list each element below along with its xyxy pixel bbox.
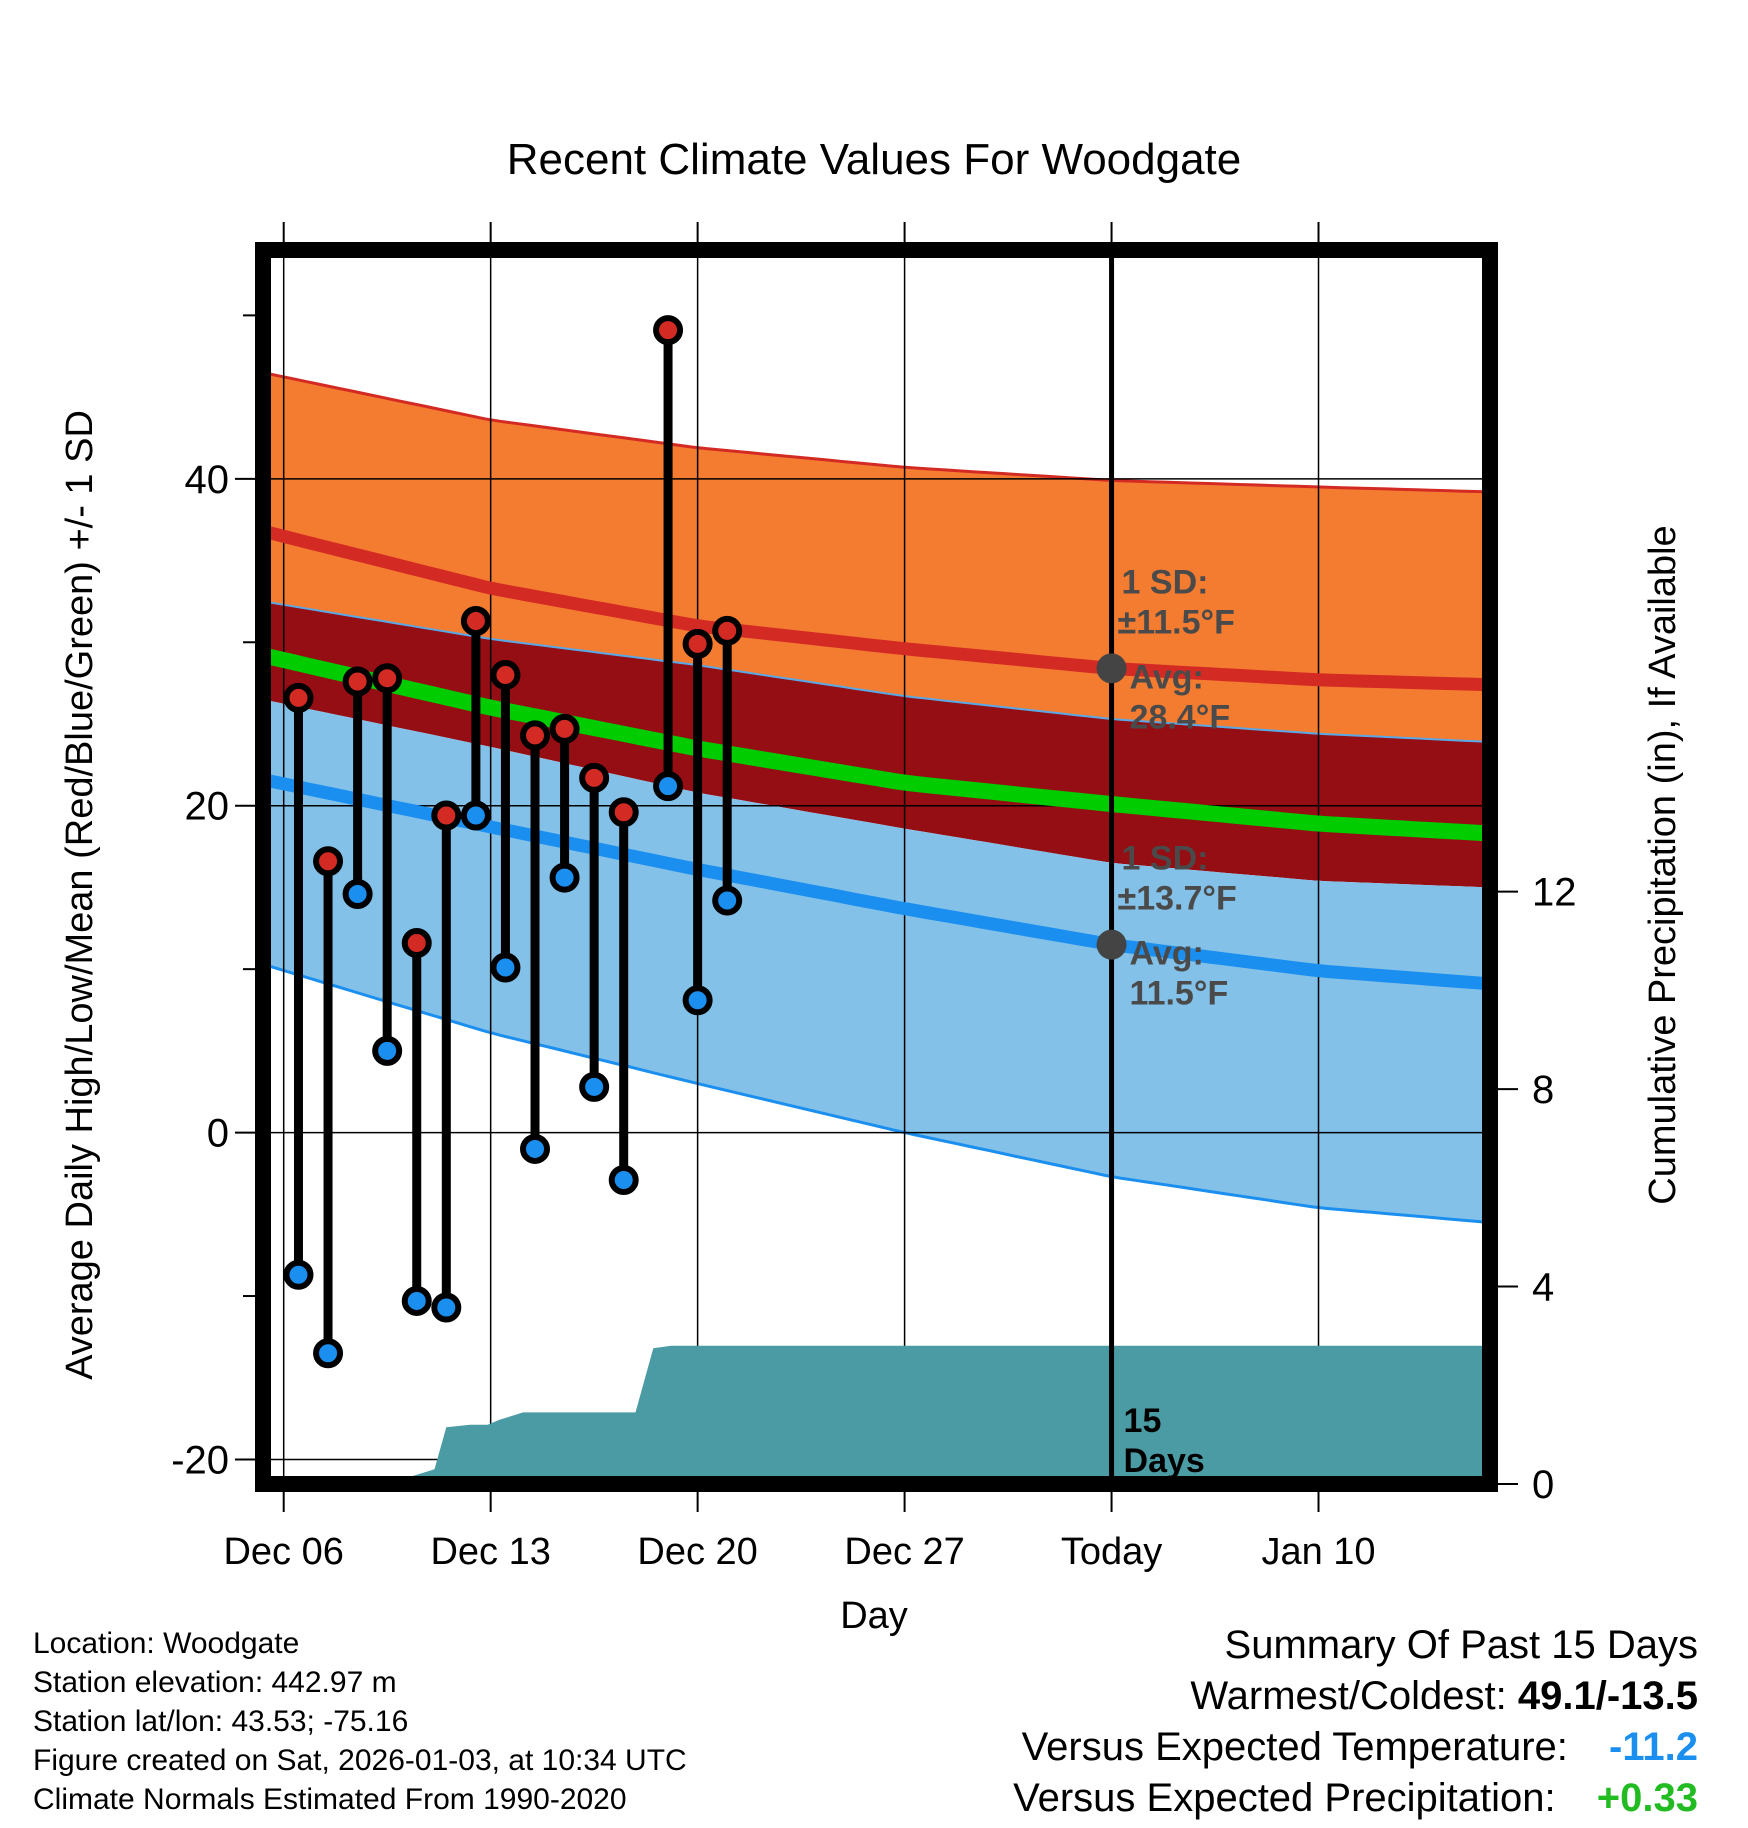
- chart-title: Recent Climate Values For Woodgate: [507, 135, 1242, 184]
- mean-plus-sd-line: [262, 600, 1491, 743]
- y-axis-label: Average Daily High/Low/Mean (Red/Blue/Gr…: [59, 410, 101, 1380]
- obs-low-point: [372, 1035, 403, 1066]
- y-tick-label: 20: [185, 785, 230, 829]
- low-sd-band: [263, 699, 1490, 1223]
- x-tick-label: Today: [1061, 1531, 1162, 1573]
- x-tick-label: Dec 06: [223, 1531, 343, 1573]
- today-low-avg-marker: [1096, 929, 1127, 960]
- obs-high-point: [401, 928, 432, 959]
- low-sd-label: 1 SD:: [1122, 840, 1209, 878]
- obs-high-point: [313, 846, 344, 877]
- obs-low-point: [283, 1259, 314, 1290]
- obs-low-point: [342, 878, 373, 909]
- normal-mean-line: [261, 647, 1491, 842]
- today-high-avg-marker: [1096, 653, 1127, 684]
- low-avg-value: 11.5°F: [1130, 975, 1229, 1013]
- obs-low-point: [712, 885, 743, 916]
- summary-title: Summary Of Past 15 Days: [1224, 1623, 1698, 1667]
- obs-low-point: [460, 800, 491, 831]
- created-text: Figure created on Sat, 2026-01-03, at 10…: [33, 1744, 687, 1777]
- x-tick-label: Dec 20: [637, 1531, 757, 1573]
- x-tick-label: Dec 13: [430, 1531, 550, 1573]
- obs-high-point: [712, 615, 743, 646]
- obs-low-point: [313, 1338, 344, 1369]
- latlon-text: Station lat/lon: 43.53; -75.16: [33, 1705, 409, 1738]
- obs-low-point: [520, 1133, 551, 1164]
- obs-high-point: [682, 628, 713, 659]
- obs-low-point: [490, 952, 521, 983]
- y2-tick-label: 4: [1532, 1266, 1554, 1310]
- obs-high-point: [490, 659, 521, 690]
- y2-tick-label: 8: [1532, 1068, 1554, 1112]
- low-avg-label: Avg:: [1130, 935, 1204, 973]
- obs-high-point: [579, 762, 610, 793]
- obs-high-point: [342, 666, 373, 697]
- normals-text: Climate Normals Estimated From 1990-2020: [33, 1783, 627, 1816]
- obs-low-point: [653, 771, 684, 802]
- temp-row: Versus Expected Temperature: -11.2: [1013, 1722, 1698, 1773]
- obs-high-point: [372, 663, 403, 694]
- high-avg-value: 28.4°F: [1130, 698, 1231, 736]
- warm-cold-value: 49.1/-13.5: [1517, 1674, 1698, 1718]
- elevation-text: Station elevation: 442.97 m: [33, 1666, 397, 1699]
- precip-days-unit: Days: [1124, 1442, 1205, 1480]
- x-tick-label: Jan 10: [1261, 1531, 1375, 1573]
- obs-low-point: [579, 1071, 610, 1102]
- high-sd-label: 1 SD:: [1122, 563, 1209, 601]
- obs-high-point: [431, 800, 462, 831]
- y2-tick-label: 0: [1532, 1463, 1554, 1507]
- obs-high-point: [520, 720, 551, 751]
- obs-low-point: [431, 1292, 462, 1323]
- station-info: Location: Woodgate Station elevation: 44…: [33, 1624, 687, 1819]
- y2-tick-label: 12: [1532, 871, 1577, 915]
- y-tick-label: -20: [171, 1438, 229, 1482]
- high-avg-label: Avg:: [1130, 658, 1204, 696]
- location-text: Location: Woodgate: [33, 1627, 300, 1660]
- plot-frame: [255, 242, 1498, 1492]
- obs-high-point: [549, 713, 580, 744]
- x-axis-label: Day: [840, 1595, 908, 1637]
- obs-low-point: [608, 1164, 639, 1195]
- low-sd-value: ±13.7°F: [1118, 880, 1237, 918]
- warm-cold-row: Warmest/Coldest: 49.1/-13.5: [1013, 1671, 1698, 1722]
- precip-row: Versus Expected Precipitation: +0.33: [1013, 1773, 1698, 1824]
- obs-high-point: [653, 315, 684, 346]
- precip-days-count: 15: [1124, 1402, 1162, 1440]
- high-sd-band: [263, 372, 1490, 742]
- obs-low-point: [549, 862, 580, 893]
- warm-cold-label: Warmest/Coldest:: [1190, 1674, 1507, 1718]
- x-tick-label: Dec 27: [844, 1531, 964, 1573]
- obs-high-point: [608, 797, 639, 828]
- precip-value: +0.33: [1596, 1776, 1698, 1820]
- y-tick-label: 0: [207, 1112, 229, 1156]
- obs-low-point: [401, 1285, 432, 1316]
- y-tick-label: 40: [185, 458, 230, 502]
- obs-low-point: [682, 985, 713, 1016]
- precip-label: Versus Expected Precipitation:: [1013, 1776, 1556, 1820]
- precip-area: [263, 1345, 1490, 1484]
- normal-high-line: [261, 524, 1491, 692]
- high-plus-sd-line: [262, 371, 1491, 494]
- y2-axis-label: Cumulative Precipitation (in), If Availa…: [1642, 525, 1684, 1204]
- low-minus-sd-line: [262, 962, 1491, 1224]
- temp-value: -11.2: [1609, 1725, 1698, 1769]
- temp-label: Versus Expected Temperature:: [1021, 1725, 1568, 1769]
- summary-panel: Summary Of Past 15 Days Warmest/Coldest:…: [1013, 1620, 1698, 1824]
- obs-high-point: [283, 682, 314, 713]
- obs-high-point: [460, 606, 491, 637]
- high-sd-value: ±11.5°F: [1118, 603, 1235, 641]
